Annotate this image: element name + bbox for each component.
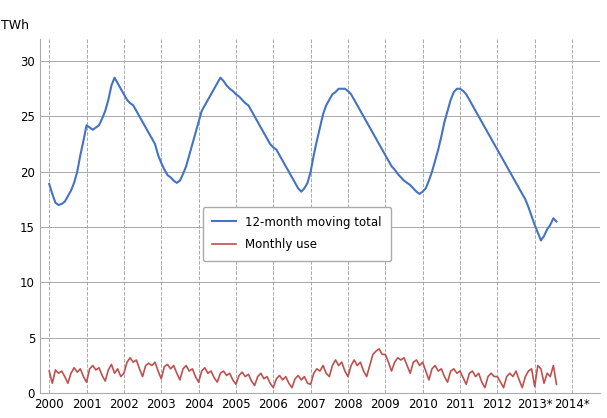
12-month moving total: [46, 181, 53, 186]
12-month moving total: [254, 120, 262, 125]
12-month moving total: [537, 238, 544, 243]
Monthly use: [291, 376, 299, 381]
Monthly use: [270, 385, 277, 390]
Monthly use: [46, 369, 53, 374]
Monthly use: [422, 369, 429, 374]
Monthly use: [444, 380, 451, 385]
12-month moving total: [291, 180, 299, 185]
Monthly use: [553, 382, 560, 387]
12-month moving total: [531, 222, 538, 227]
12-month moving total: [111, 75, 118, 80]
12-month moving total: [441, 120, 448, 125]
Monthly use: [123, 359, 131, 364]
12-month moving total: [126, 101, 134, 106]
12-month moving total: [419, 189, 426, 194]
Legend: 12-month moving total, Monthly use: 12-month moving total, Monthly use: [203, 206, 391, 261]
Monthly use: [534, 363, 541, 368]
Line: 12-month moving total: 12-month moving total: [49, 78, 557, 240]
Monthly use: [376, 347, 383, 352]
Monthly use: [251, 383, 258, 388]
Line: Monthly use: Monthly use: [49, 349, 557, 387]
12-month moving total: [553, 219, 560, 224]
Text: TWh: TWh: [1, 19, 29, 32]
